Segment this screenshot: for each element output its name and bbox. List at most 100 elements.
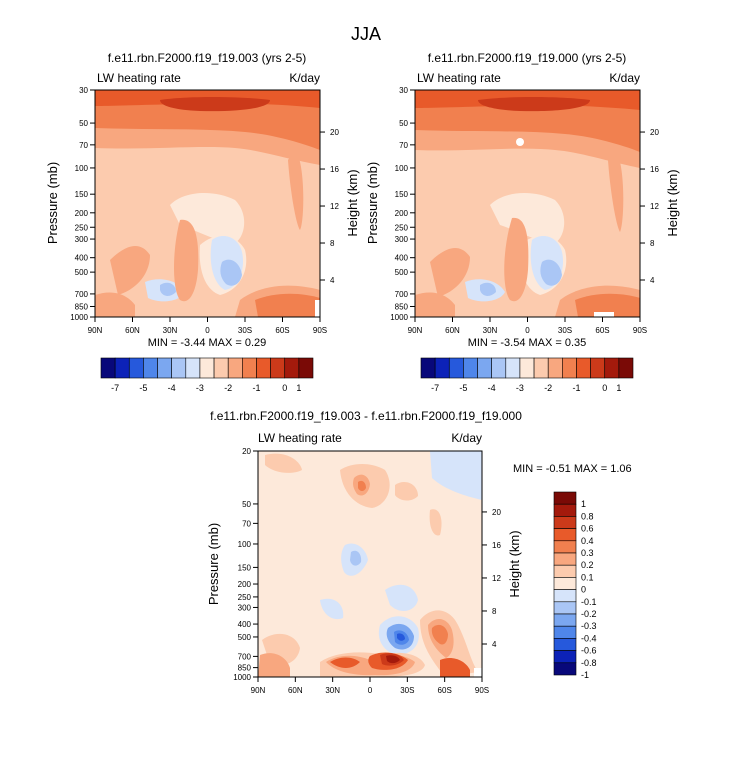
panel-a-colorbar-box [128, 357, 144, 379]
panel-c-colorbar-label: 0 [581, 585, 586, 595]
panel-c-colorbar-label: 0.1 [581, 572, 594, 582]
panel-b-xtick-label: 90N [408, 326, 423, 335]
panel-a-ytick-label: 400 [75, 254, 89, 263]
panel-a-colorbar-label: -5 [139, 383, 147, 393]
panel-a-colorbar-box [143, 357, 158, 379]
panel-b-colorbar-box [491, 357, 507, 379]
panel-c-colorbar-box [553, 613, 577, 627]
panel-b-colorbar-box [505, 357, 521, 379]
panel-a-y2tick-label: 8 [330, 239, 335, 248]
panel-b-ytick-label: 250 [395, 223, 409, 232]
panel-c-colorbar-box [553, 491, 577, 505]
panel-c-colorbar-label: -0.3 [581, 621, 597, 631]
panel-b-ytick-label: 850 [395, 302, 409, 311]
panel-b-ytick-label: 300 [395, 235, 409, 244]
panel-a-colorbar-box [114, 357, 130, 379]
panel-b-y2tick-label: 8 [650, 239, 655, 248]
panel-c-ytick-label: 100 [238, 540, 252, 549]
panel-b-right-label: K/day [609, 71, 640, 85]
panel-a-colorbar-box [256, 357, 271, 379]
panel-a-colorbar-box [100, 357, 116, 379]
panel-c-colorbar-label: -0.8 [581, 658, 597, 668]
panel-c-field [258, 451, 482, 677]
panel-b-colorbar-box [604, 357, 620, 379]
panel-b-y2label: Height (km) [665, 169, 680, 236]
panel-b-y2tick-label: 20 [650, 128, 659, 137]
panel-c-colorbar-box [553, 577, 577, 590]
panel-b-colorbar-box [448, 357, 464, 379]
panel-b-colorbar-box [562, 357, 577, 379]
panel-c-colorbar-label: 0.2 [581, 560, 594, 570]
panel-a-ylabel: Pressure (mb) [45, 162, 60, 244]
panel-c-ytick-label: 150 [238, 563, 252, 572]
panel-c-colorbar-box [553, 638, 577, 651]
panel-a-colorbar-box [298, 357, 314, 379]
panel-b-colorbar-box [420, 357, 436, 379]
panel-c-colorbar-label: -0.4 [581, 633, 597, 643]
panel-a-ytick-label: 30 [79, 86, 88, 95]
panel-c-colorbar: 1 0.8 0.6 0.4 0.3 0.2 0.1 0 -0.1 -0.2 -0.3 -0.4 -0.6… [553, 491, 597, 680]
panel-a-ytick-label: 150 [75, 190, 89, 199]
panel-c-ytick-label: 200 [238, 580, 252, 589]
panel-c-ytick-label: 700 [238, 652, 252, 661]
panel-a-ytick-label: 1000 [70, 313, 88, 322]
panel-c-colorbar-label: -0.2 [581, 609, 597, 619]
panel-a-title: f.e11.rbn.F2000.f19_f19.003 (yrs 2-5) [108, 51, 307, 65]
panel-a-colorbar-label: 1 [296, 383, 301, 393]
panel-a-xtick-label: 60S [275, 326, 289, 335]
panel-b-title: f.e11.rbn.F2000.f19_f19.000 (yrs 2-5) [428, 51, 627, 65]
panel-a-axes: 30 50 70 100 150 200 250 300 400 500 700 850 1000 20 1… [70, 86, 339, 335]
panel-b-ytick-label: 30 [399, 86, 408, 95]
panel-c-ytick-label: 850 [238, 664, 252, 673]
panel-a-colorbar-box [242, 357, 257, 379]
panel-b-xtick-label: 60N [445, 326, 460, 335]
panel-b-colorbar-box [434, 357, 450, 379]
panel-b-xtick-label: 30N [483, 326, 498, 335]
panel-b-ytick-label: 100 [395, 164, 409, 173]
panel-c-colorbar-label: -0.1 [581, 597, 597, 607]
panel-a-xtick-label: 30N [163, 326, 178, 335]
panel-b-xtick-label: 30S [558, 326, 572, 335]
panel-a-colorbar-box [199, 357, 215, 379]
panel-c-ytick-label: 1000 [233, 673, 251, 682]
panel-b-xtick-label: 90S [633, 326, 647, 335]
panel-c-xtick-label: 90N [251, 686, 266, 695]
panel-a-colorbar-label: -7 [111, 383, 119, 393]
panel-a-xtick-label: 90N [88, 326, 103, 335]
panel-c-left-label: LW heating rate [258, 431, 342, 445]
panel-a-y2tick-label: 12 [330, 202, 339, 211]
panel-b-colorbar-box [519, 357, 535, 379]
panel-a-left-label: LW heating rate [97, 71, 181, 85]
panel-b-y2tick-label: 4 [650, 276, 655, 285]
panel-b-xtick-label: 60S [595, 326, 609, 335]
panel-a-y2tick-label: 4 [330, 276, 335, 285]
panel-a-xtick-label: 60N [125, 326, 140, 335]
panel-b-colorbar: -7 -5 -4 -3 -2 -1 0 1 [420, 357, 634, 393]
panel-b-colorbar-label: 0 [602, 383, 607, 393]
panel-b-colorbar-label: -3 [516, 383, 524, 393]
panel-b-colorbar-label: -5 [459, 383, 467, 393]
panel-c-y2tick-label: 4 [492, 640, 497, 649]
panel-c-xtick-label: 60S [438, 686, 452, 695]
panel-c-right-label: K/day [451, 431, 482, 445]
panel-b-xtick-label: 0 [525, 326, 530, 335]
panel-c-ytick-label: 500 [238, 633, 252, 642]
panel-c-ytick-label: 300 [238, 603, 252, 612]
figure-title: JJA [351, 24, 381, 44]
panel-c-colorbar-box [553, 564, 577, 578]
panel-c-colorbar-label: 0.8 [581, 511, 594, 521]
panel-c-xtick-label: 0 [368, 686, 373, 695]
panel-b-colorbar-box [477, 357, 492, 379]
panel-c-xtick-label: 90S [475, 686, 489, 695]
panel-b-colorbar-label: -7 [431, 383, 439, 393]
panel-b-ytick-label: 70 [399, 141, 408, 150]
panel-b-ytick-label: 700 [395, 290, 409, 299]
panel-c-ytick-label: 50 [242, 500, 251, 509]
panel-c: f.e11.rbn.F2000.f19_f19.003 - f.e11.rbn.… [206, 409, 632, 695]
panel-a-colorbar-box [270, 357, 286, 379]
panel-b-y2tick-label: 12 [650, 202, 659, 211]
panel-a-colorbar-box [213, 357, 229, 379]
panel-b-ytick-label: 1000 [390, 313, 408, 322]
panel-a-ytick-label: 850 [75, 302, 89, 311]
